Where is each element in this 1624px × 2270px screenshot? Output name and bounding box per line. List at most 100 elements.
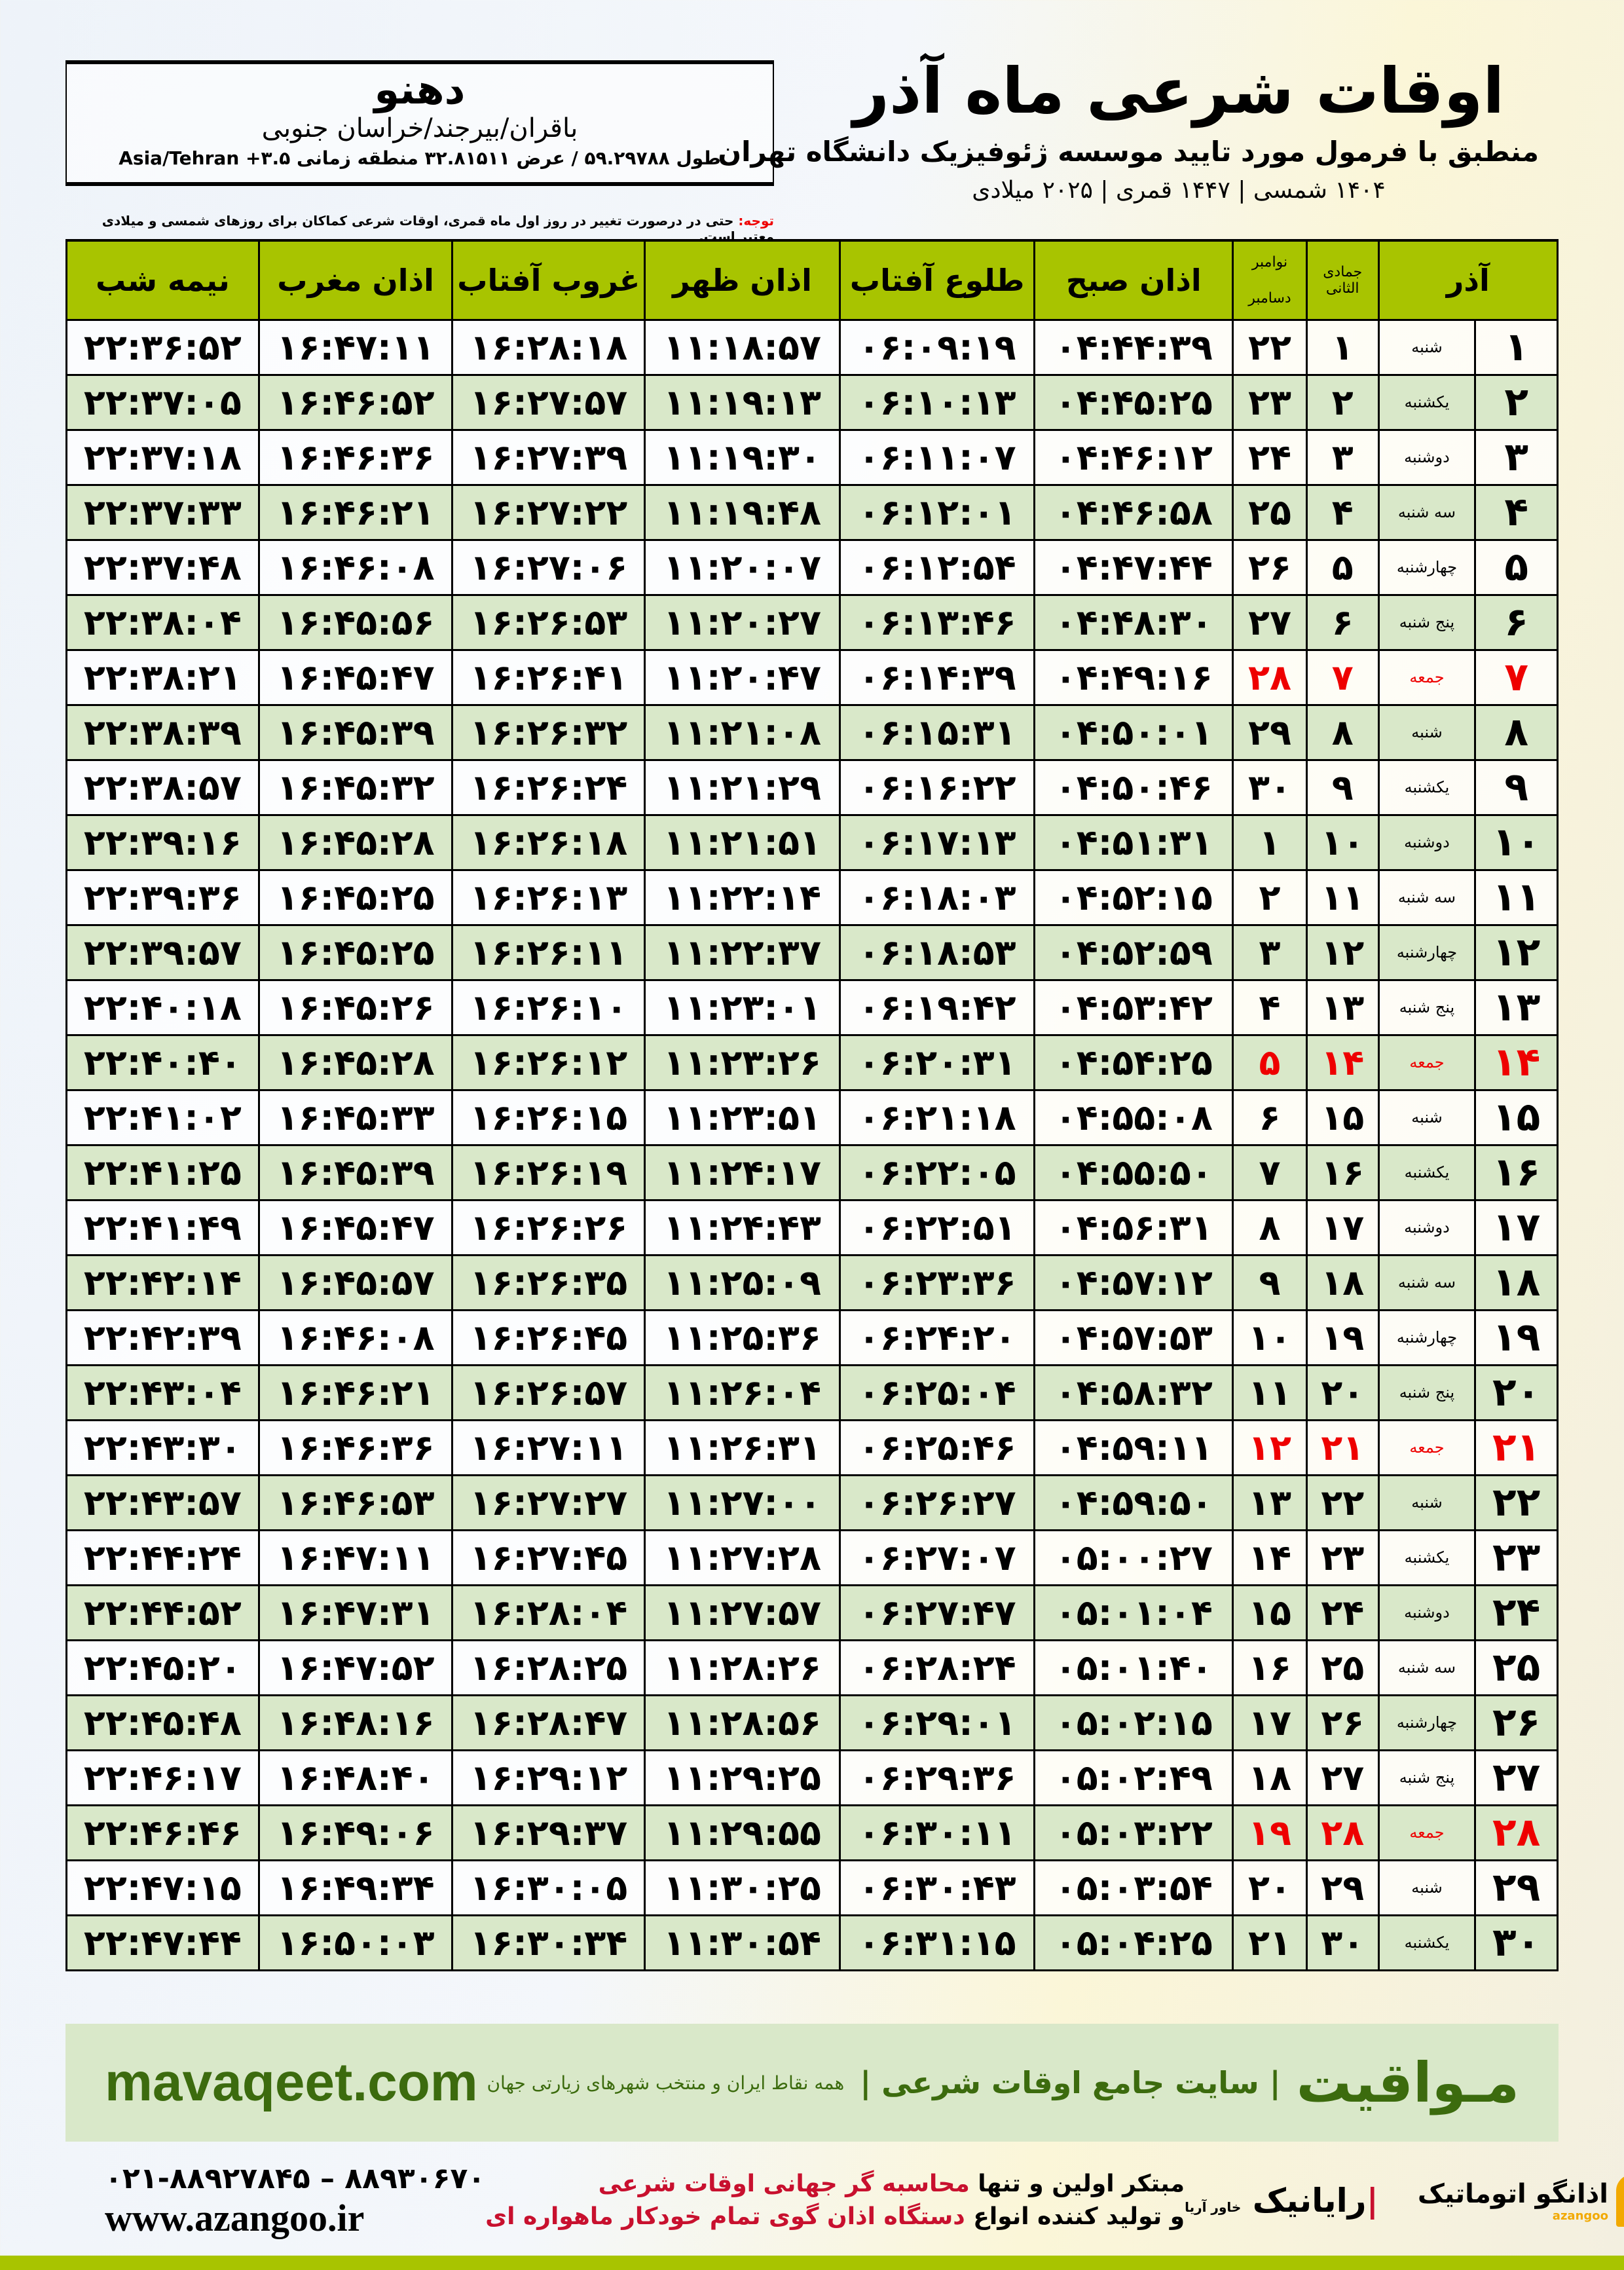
maghrib-cell: ۱۶:۴۶:۰۸ — [257, 1309, 454, 1366]
maghrib-cell: ۱۶:۴۶:۵۳ — [257, 1474, 454, 1531]
sunset-cell: ۱۶:۲۷:۳۹ — [451, 428, 646, 486]
sunset-cell: ۱۶:۲۸:۱۸ — [451, 318, 646, 376]
day-cell: ۲۱ — [1474, 1419, 1559, 1476]
weekday-cell: دوشنبه — [1377, 813, 1477, 871]
gregorian-day-cell: ۶ — [1232, 1088, 1308, 1146]
sunrise-cell: ۰۶:۲۷:۴۷ — [838, 1584, 1036, 1641]
maghrib-cell: ۱۶:۴۷:۱۱ — [257, 1529, 454, 1586]
sunrise-cell: ۰۶:۱۲:۰۱ — [838, 483, 1036, 541]
sunset-cell: ۱۶:۲۷:۵۷ — [451, 373, 646, 431]
midnight-cell: ۲۲:۳۹:۳۶ — [65, 868, 260, 926]
hijri-day-cell: ۶ — [1305, 593, 1380, 651]
dhuhr-cell: ۱۱:۲۰:۰۷ — [644, 538, 841, 596]
maghrib-cell: ۱۶:۴۵:۴۷ — [257, 648, 454, 706]
dhuhr-cell: ۱۱:۲۵:۰۹ — [644, 1254, 841, 1311]
midnight-cell: ۲۲:۴۲:۳۹ — [65, 1309, 260, 1366]
midnight-cell: ۲۲:۳۷:۰۵ — [65, 373, 260, 431]
fajr-cell: ۰۴:۴۶:۵۸ — [1033, 483, 1234, 541]
rayanik-sub: خاور آریا — [1185, 2199, 1242, 2215]
gregorian-day-cell: ۳ — [1232, 923, 1308, 981]
midnight-cell: ۲۲:۴۳:۰۴ — [65, 1364, 260, 1421]
midnight-cell: ۲۲:۴۲:۱۴ — [65, 1254, 260, 1311]
sunrise-cell: ۰۶:۲۶:۲۷ — [838, 1474, 1036, 1531]
maghrib-cell: ۱۶:۴۶:۲۱ — [257, 1364, 454, 1421]
table-row: ۱۴ جمعه ۱۴ ۵ ۰۴:۵۴:۲۵ ۰۶:۲۰:۳۱ ۱۱:۲۳:۲۶ ۱۶:۲۶:۱… — [65, 1033, 1559, 1091]
sunset-cell: ۱۶:۲۶:۲۶ — [451, 1199, 646, 1256]
dhuhr-cell: ۱۱:۲۵:۳۶ — [644, 1309, 841, 1366]
day-cell: ۱۱ — [1474, 868, 1559, 926]
day-cell: ۲۶ — [1474, 1694, 1559, 1751]
hijri-day-cell: ۱۲ — [1305, 923, 1380, 981]
dhuhr-cell: ۱۱:۲۷:۵۷ — [644, 1584, 841, 1641]
table-row: ۱۳ پنج شنبه ۱۳ ۴ ۰۴:۵۳:۴۲ ۰۶:۱۹:۴۲ ۱۱:۲۳:۰۱ ۱۶:… — [65, 978, 1559, 1036]
table-row: ۲۸ جمعه ۲۸ ۱۹ ۰۵:۰۳:۲۲ ۰۶:۳۰:۱۱ ۱۱:۲۹:۵۵ ۱۶:۲۹:… — [65, 1804, 1559, 1861]
hijri-day-cell: ۲۴ — [1305, 1584, 1380, 1641]
weekday-cell: پنج شنبه — [1377, 1364, 1477, 1421]
azangoo-url[interactable]: www.azangoo.ir — [105, 2197, 365, 2239]
fajr-cell: ۰۴:۴۷:۴۴ — [1033, 538, 1234, 596]
sunrise-cell: ۰۶:۰۹:۱۹ — [838, 318, 1036, 376]
dhuhr-cell: ۱۱:۳۰:۲۵ — [644, 1859, 841, 1916]
maghrib-cell: ۱۶:۴۵:۵۷ — [257, 1254, 454, 1311]
sunrise-cell: ۰۶:۱۹:۴۲ — [838, 978, 1036, 1036]
day-cell: ۲۵ — [1474, 1639, 1559, 1696]
day-cell: ۱۶ — [1474, 1144, 1559, 1201]
dhuhr-cell: ۱۱:۲۴:۱۷ — [644, 1144, 841, 1201]
fajr-cell: ۰۴:۵۳:۴۲ — [1033, 978, 1234, 1036]
year-line: ۱۴۰۴ شمسی | ۱۴۴۷ قمری | ۲۰۲۵ میلادی — [972, 177, 1386, 204]
dhuhr-cell: ۱۱:۲۷:۰۰ — [644, 1474, 841, 1531]
sunrise-cell: ۰۶:۱۸:۵۳ — [838, 923, 1036, 981]
gregorian-day-cell: ۲۳ — [1232, 373, 1308, 431]
col-greg-bottom: دسامبر — [1248, 289, 1291, 307]
day-cell: ۱۵ — [1474, 1088, 1559, 1146]
maghrib-cell: ۱۶:۴۵:۳۳ — [257, 1088, 454, 1146]
day-cell: ۲۷ — [1474, 1749, 1559, 1806]
table-row: ۲۹ شنبه ۲۹ ۲۰ ۰۵:۰۳:۵۴ ۰۶:۳۰:۴۳ ۱۱:۳۰:۲۵ ۱۶:۳۰:… — [65, 1859, 1559, 1916]
midnight-cell: ۲۲:۴۶:۱۷ — [65, 1749, 260, 1806]
gregorian-day-cell: ۳۰ — [1232, 758, 1308, 816]
day-cell: ۹ — [1474, 758, 1559, 816]
dhuhr-cell: ۱۱:۲۰:۴۷ — [644, 648, 841, 706]
sunset-cell: ۱۶:۲۷:۱۱ — [451, 1419, 646, 1476]
gregorian-day-cell: ۱۴ — [1232, 1529, 1308, 1586]
col-maghrib: اذان مغرب — [257, 239, 454, 321]
fajr-cell: ۰۴:۵۹:۵۰ — [1033, 1474, 1234, 1531]
sunrise-cell: ۰۶:۱۲:۵۴ — [838, 538, 1036, 596]
weekday-cell: جمعه — [1377, 1419, 1477, 1476]
note: توجه: حتی در درصورت تغییر در روز اول ماه… — [65, 213, 774, 244]
sunrise-cell: ۰۶:۳۰:۱۱ — [838, 1804, 1036, 1861]
sunrise-cell: ۰۶:۲۸:۲۴ — [838, 1639, 1036, 1696]
table-row: ۲۵ سه شنبه ۲۵ ۱۶ ۰۵:۰۱:۴۰ ۰۶:۲۸:۲۴ ۱۱:۲۸:۲۶ ۱۶:… — [65, 1639, 1559, 1696]
maghrib-cell: ۱۶:۴۷:۱۱ — [257, 318, 454, 376]
dhuhr-cell: ۱۱:۲۱:۲۹ — [644, 758, 841, 816]
fajr-cell: ۰۵:۰۳:۲۲ — [1033, 1804, 1234, 1861]
table-row: ۵ چهارشنبه ۵ ۲۶ ۰۴:۴۷:۴۴ ۰۶:۱۲:۵۴ ۱۱:۲۰:۰۷ ۱۶:۲… — [65, 538, 1559, 596]
table-row: ۲۰ پنج شنبه ۲۰ ۱۱ ۰۴:۵۸:۳۲ ۰۶:۲۵:۰۴ ۱۱:۲۶:۰۴ ۱۶… — [65, 1364, 1559, 1421]
midnight-cell: ۲۲:۴۵:۲۰ — [65, 1639, 260, 1696]
sunset-cell: ۱۶:۲۶:۴۵ — [451, 1309, 646, 1366]
maghrib-cell: ۱۶:۵۰:۰۳ — [257, 1914, 454, 1971]
dhuhr-cell: ۱۱:۱۹:۱۳ — [644, 373, 841, 431]
sunrise-cell: ۰۶:۲۵:۴۶ — [838, 1419, 1036, 1476]
gregorian-day-cell: ۲۱ — [1232, 1914, 1308, 1971]
mavaqeet-url[interactable]: mavaqeet.com — [105, 2053, 478, 2112]
weekday-cell: سه شنبه — [1377, 1254, 1477, 1311]
footer-row: ۰۲۱-۸۸۹۲۷۸۴۵ – ۸۸۹۳۰۶۷۰ www.azangoo.ir م… — [105, 2158, 1624, 2243]
note-text: حتی در درصورت تغییر در روز اول ماه قمری،… — [101, 213, 774, 244]
gregorian-day-cell: ۲ — [1232, 868, 1308, 926]
maghrib-cell: ۱۶:۴۶:۰۸ — [257, 538, 454, 596]
table-row: ۳۰ یکشنبه ۳۰ ۲۱ ۰۵:۰۴:۲۵ ۰۶:۳۱:۱۵ ۱۱:۳۰:۵۴ ۱۶:۳… — [65, 1914, 1559, 1971]
dhuhr-cell: ۱۱:۲۱:۰۸ — [644, 703, 841, 761]
col-midnight: نیمه شب — [65, 239, 260, 321]
banner-brand-group: مـواقیت | سایت جامع اوقات شرعی | همه نقا… — [487, 2051, 1519, 2115]
sunset-cell: ۱۶:۲۷:۴۵ — [451, 1529, 646, 1586]
midnight-cell: ۲۲:۳۷:۱۸ — [65, 428, 260, 486]
fajr-cell: ۰۴:۵۴:۲۵ — [1033, 1033, 1234, 1091]
table-row: ۲۴ دوشنبه ۲۴ ۱۵ ۰۵:۰۱:۰۴ ۰۶:۲۷:۴۷ ۱۱:۲۷:۵۷ ۱۶:۲… — [65, 1584, 1559, 1641]
fajr-cell: ۰۴:۵۷:۱۲ — [1033, 1254, 1234, 1311]
sunset-cell: ۱۶:۳۰:۳۴ — [451, 1914, 646, 1971]
table-row: ۲ یکشنبه ۲ ۲۳ ۰۴:۴۵:۲۵ ۰۶:۱۰:۱۳ ۱۱:۱۹:۱۳ ۱۶:۲۷:… — [65, 373, 1559, 431]
hijri-day-cell: ۲۷ — [1305, 1749, 1380, 1806]
maghrib-cell: ۱۶:۴۵:۲۸ — [257, 813, 454, 871]
page-title: اوقات شرعی ماه آذر — [853, 54, 1505, 128]
